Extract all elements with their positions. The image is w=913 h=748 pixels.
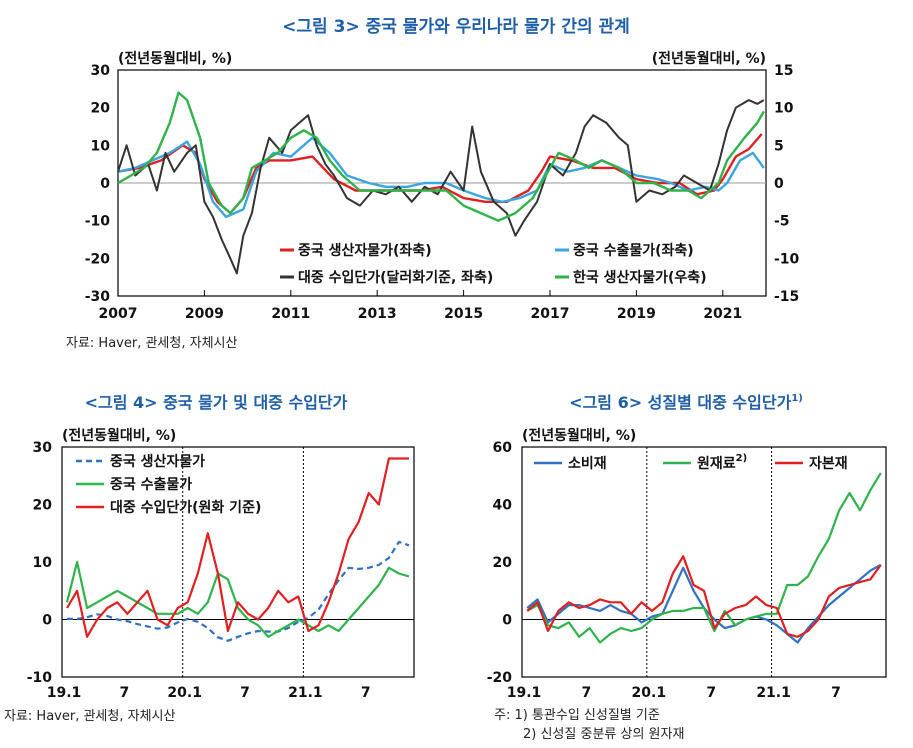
x-tick-label: 2021 [703,306,742,322]
y-tick-label: 20 [33,498,53,514]
y-tick-right-label: -10 [774,251,800,267]
series-line-3 [526,555,882,638]
legend-label: 중국 생산자물가(좌축) [298,242,432,259]
x-tick-label: 21.1 [756,685,791,701]
legend-bg [272,267,522,287]
y-tick-right-label: -15 [774,289,799,305]
y-axis-label-fig4: (전년동월대비, %) [62,427,176,444]
legend-bg [547,267,727,287]
footnote-fig6-1: 주: 1) 통관수입 신성질별 기준 [494,708,660,723]
series-lines-fig6 [526,472,882,644]
legend-label: 소비재 [568,456,607,472]
x-tick-label: 2015 [444,306,483,322]
axes-fig3: 30 20 10 0 -10 -20 -30 15 10 5 0 -5 -10 -15 2007 2009 20… [85,63,800,322]
y-tick-label: 10 [33,555,53,571]
chart-title-fig6-sup: 1) [791,393,803,404]
chart-fig6: <그림 6> 성질별 대중 수입단가1) (전년동월대비, %) 60 40 20 0… [487,393,887,742]
legend-label: 대중 수입단가(달러화기준, 좌축) [298,269,493,286]
y-tick-label: 30 [33,440,53,456]
y-axis-label-left-fig3: (전년동월대비, %) [118,50,232,67]
series-line-1 [117,133,763,215]
x-tick-label: 19.1 [507,685,542,701]
y-tick-label: 0 [502,613,512,629]
x-tick-label: 7 [119,685,129,701]
series-line-2 [65,560,410,638]
legend-sup: 2) [736,453,748,464]
series-line-3 [66,457,409,638]
x-tick-label: 21.1 [288,685,323,701]
x-tick-label: 19.1 [47,685,82,701]
series-line-2 [117,136,765,219]
y-tick-left-label: 30 [91,63,111,79]
legend-fig3: 중국 생산자물가(좌축) 중국 수출물가(좌축) 대중 수입단가(달러화기준, 좌축… [272,240,727,287]
source-note-fig4: 자료: Haver, 관세청, 자체시산 [4,709,175,724]
y-tick-label: -10 [27,670,53,686]
y-tick-label: -20 [487,670,513,686]
series-line-2 [526,472,882,644]
x-tick-label: 2009 [185,306,224,322]
legend-label: 한국 생산자물가(우축) [573,269,707,286]
y-tick-label: 40 [493,498,513,514]
legend-label: 중국 수출물가 [110,476,192,493]
y-axis-label-fig6: (전년동월대비, %) [522,427,636,444]
y-tick-right-label: 10 [774,101,794,117]
legend-label: 원재료2) [697,453,747,472]
y-tick-left-label: -30 [85,289,111,305]
x-tick-label: 7 [831,685,841,701]
chart-title-fig3: <그림 3> 중국 물가와 우리나라 물가 간의 관계 [282,17,630,37]
series-line-4 [117,91,765,222]
series-lines-fig4 [65,457,410,642]
y-tick-left-label: 20 [91,101,111,117]
footnote-fig6-2: 2) 신성질 중분류 상의 원자재 [523,727,684,742]
series-line-3 [117,99,765,275]
y-tick-label: 0 [42,613,52,629]
x-tick-label: 7 [706,685,716,701]
x-tick-label: 2019 [617,306,656,322]
series-lines-fig3 [117,91,765,275]
legend-bg [547,240,727,260]
x-tick-label: 20.1 [632,685,667,701]
x-tick-label: 2013 [358,306,397,322]
y-axis-label-right-fig3: (전년동월대비, %) [652,50,766,67]
y-tick-right-label: -5 [774,214,790,230]
plot-frame-fig6 [521,446,887,678]
plot-frame-fig4 [61,446,415,678]
series-line-1 [526,563,882,644]
y-tick-left-label: -10 [85,214,111,230]
series-line-1 [67,540,410,642]
x-tick-label: 7 [361,685,371,701]
x-tick-label: 7 [240,685,250,701]
source-note-fig3: 자료: Haver, 관세청, 자체시산 [66,336,237,351]
legend-fig6: 소비재 원재료2) 자본재 [534,453,848,472]
y-tick-label: 20 [493,555,513,571]
x-tick-label: 2011 [271,306,310,322]
x-tick-label: 20.1 [167,685,202,701]
chart-title-fig6-text: <그림 6> 성질별 대중 수입단가 [569,393,791,412]
x-tick-label: 7 [582,685,592,701]
legend-bg [272,240,522,260]
legend-label: 자본재 [809,456,848,472]
y-tick-left-label: -20 [85,251,111,267]
chart-fig4: <그림 4> 중국 물가 및 대중 수입단가 (전년동월대비, %) 30 20 1… [4,393,415,724]
legend-label: 중국 수출물가(좌축) [573,242,694,259]
chart-title-fig4: <그림 4> 중국 물가 및 대중 수입단가 [85,393,348,412]
axes-fig6: 60 40 20 0 -2019.1 7 20.1 7 21.1 7 [487,440,886,701]
y-tick-left-label: 10 [91,138,111,154]
y-tick-right-label: 0 [774,176,784,192]
chart-title-fig6: <그림 6> 성질별 대중 수입단가1) [569,393,803,412]
legend-label: 중국 생산자물가 [110,453,205,470]
y-tick-label: 60 [493,440,513,456]
y-tick-left-label: 0 [100,176,110,192]
chart-fig3: <그림 3> 중국 물가와 우리나라 물가 간의 관계 (전년동월대비, %) … [66,17,800,351]
y-tick-right-label: 5 [774,138,784,154]
legend-label: 대중 수입단가(원화 기준) [110,499,261,516]
x-tick-label: 2007 [99,306,138,322]
y-tick-right-label: 15 [774,63,793,79]
x-tick-label: 2017 [531,306,570,322]
